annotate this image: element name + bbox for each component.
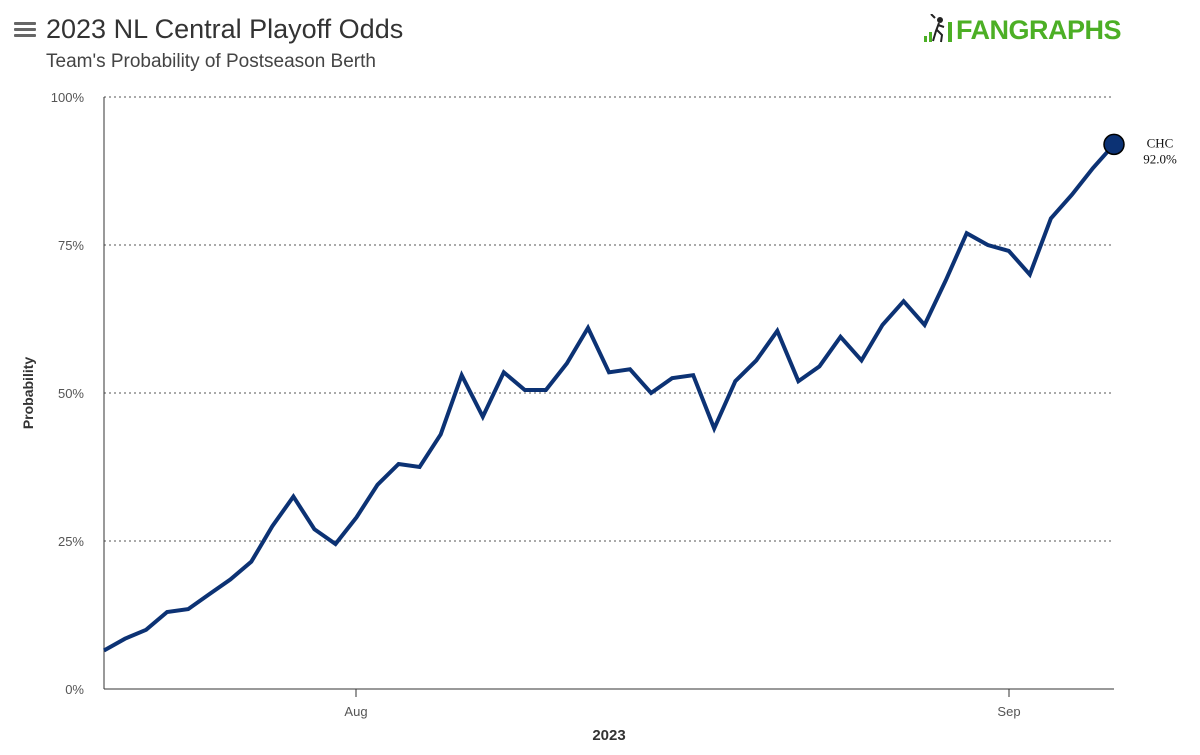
series-name-label: CHC (1147, 135, 1174, 150)
batter-logo-icon (924, 14, 952, 43)
x-tick-label: Sep (997, 704, 1020, 719)
series-line-chc (103, 143, 1116, 653)
y-tick-label: 50% (58, 386, 84, 401)
y-tick-label: 75% (58, 238, 84, 253)
x-axis-label: 2023 (592, 727, 625, 744)
chart-subtitle: Team's Probability of Postseason Berth (46, 51, 376, 72)
y-tick-label: 100% (51, 90, 85, 105)
x-tick-label: Aug (344, 704, 367, 719)
axis-layer: Probability 2023 0% 25% 50% 75% 100% Aug Sep (20, 90, 1114, 744)
y-axis-label: Probability (20, 357, 36, 430)
series-end-marker (1103, 133, 1125, 156)
y-tick-label: 0% (65, 682, 84, 697)
chart-title: 2023 NL Central Playoff Odds (46, 14, 404, 44)
y-tick-label: 25% (58, 534, 84, 549)
grid-layer (104, 96, 1114, 542)
hamburger-menu-icon[interactable] (14, 22, 36, 38)
series-value-label: 92.0% (1143, 151, 1177, 166)
logo-text: FANGRAPHS (956, 15, 1122, 45)
fangraphs-logo: FANGRAPHS (922, 14, 1122, 46)
